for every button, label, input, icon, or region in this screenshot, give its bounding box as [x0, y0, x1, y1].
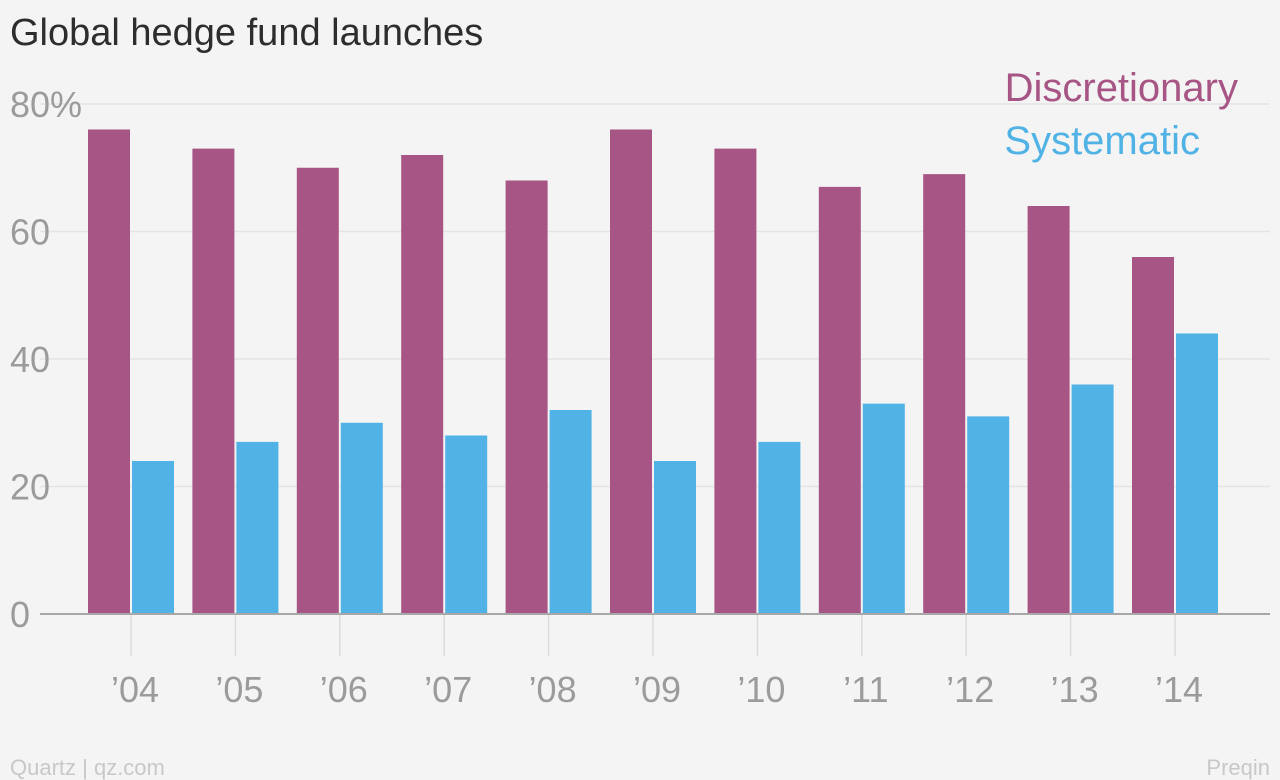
bar-systematic-4: [549, 410, 592, 614]
bar-systematic-0: [132, 461, 174, 614]
y-tick-label: 20: [10, 467, 50, 508]
bar-systematic-9: [1071, 384, 1114, 614]
bar-discretionary-9: [1027, 206, 1070, 614]
legend-discretionary: Discretionary: [1005, 66, 1238, 110]
bar-systematic-2: [340, 422, 383, 614]
y-tick-label: 60: [10, 212, 50, 253]
bar-discretionary-6: [714, 148, 757, 614]
y-tick-label: 0: [10, 594, 30, 635]
x-tick-label: ’08: [529, 669, 577, 710]
x-tick-label: ’12: [946, 669, 994, 710]
bar-discretionary-1: [192, 148, 235, 614]
x-tick-label: ’14: [1155, 669, 1203, 710]
legend-systematic: Systematic: [1004, 119, 1200, 163]
bar-discretionary-4: [505, 180, 548, 614]
bar-systematic-6: [758, 441, 801, 614]
x-tick-label: ’06: [320, 669, 368, 710]
y-tick-label: 40: [10, 339, 50, 380]
y-tick-label: 80%: [10, 84, 82, 125]
x-axis-ticks: ’04 ’05 ’06 ’07 ’08 ’09 ’10 ’11 ’12 ’13 ’14: [111, 614, 1203, 710]
bar-systematic-10: [1176, 333, 1218, 614]
x-tick-label: ’11: [843, 669, 888, 710]
x-tick-label: ’07: [424, 669, 472, 710]
data-source: Preqin: [1206, 755, 1270, 780]
source-credit: Quartz | qz.com: [10, 755, 165, 780]
bar-systematic-7: [862, 403, 905, 614]
bar-discretionary-5: [610, 129, 652, 614]
bar-systematic-3: [445, 435, 488, 614]
y-axis-ticks: 0 20 40 60 80%: [10, 84, 82, 635]
bar-discretionary-0: [88, 129, 130, 614]
bar-systematic-5: [654, 461, 696, 614]
x-tick-label: ’04: [111, 669, 159, 710]
bar-layer: [88, 129, 1218, 614]
bar-discretionary-3: [401, 155, 444, 614]
x-tick-label: ’10: [737, 669, 785, 710]
chart-title: Global hedge fund launches: [10, 12, 483, 54]
x-tick-label: ’09: [633, 669, 681, 710]
bar-discretionary-7: [818, 186, 861, 614]
bar-discretionary-10: [1132, 257, 1174, 614]
bar-discretionary-8: [923, 174, 966, 614]
bar-systematic-8: [967, 416, 1010, 614]
x-tick-label: ’05: [215, 669, 263, 710]
bar-systematic-1: [236, 441, 279, 614]
x-tick-label: ’13: [1051, 669, 1099, 710]
bar-discretionary-2: [296, 167, 339, 614]
